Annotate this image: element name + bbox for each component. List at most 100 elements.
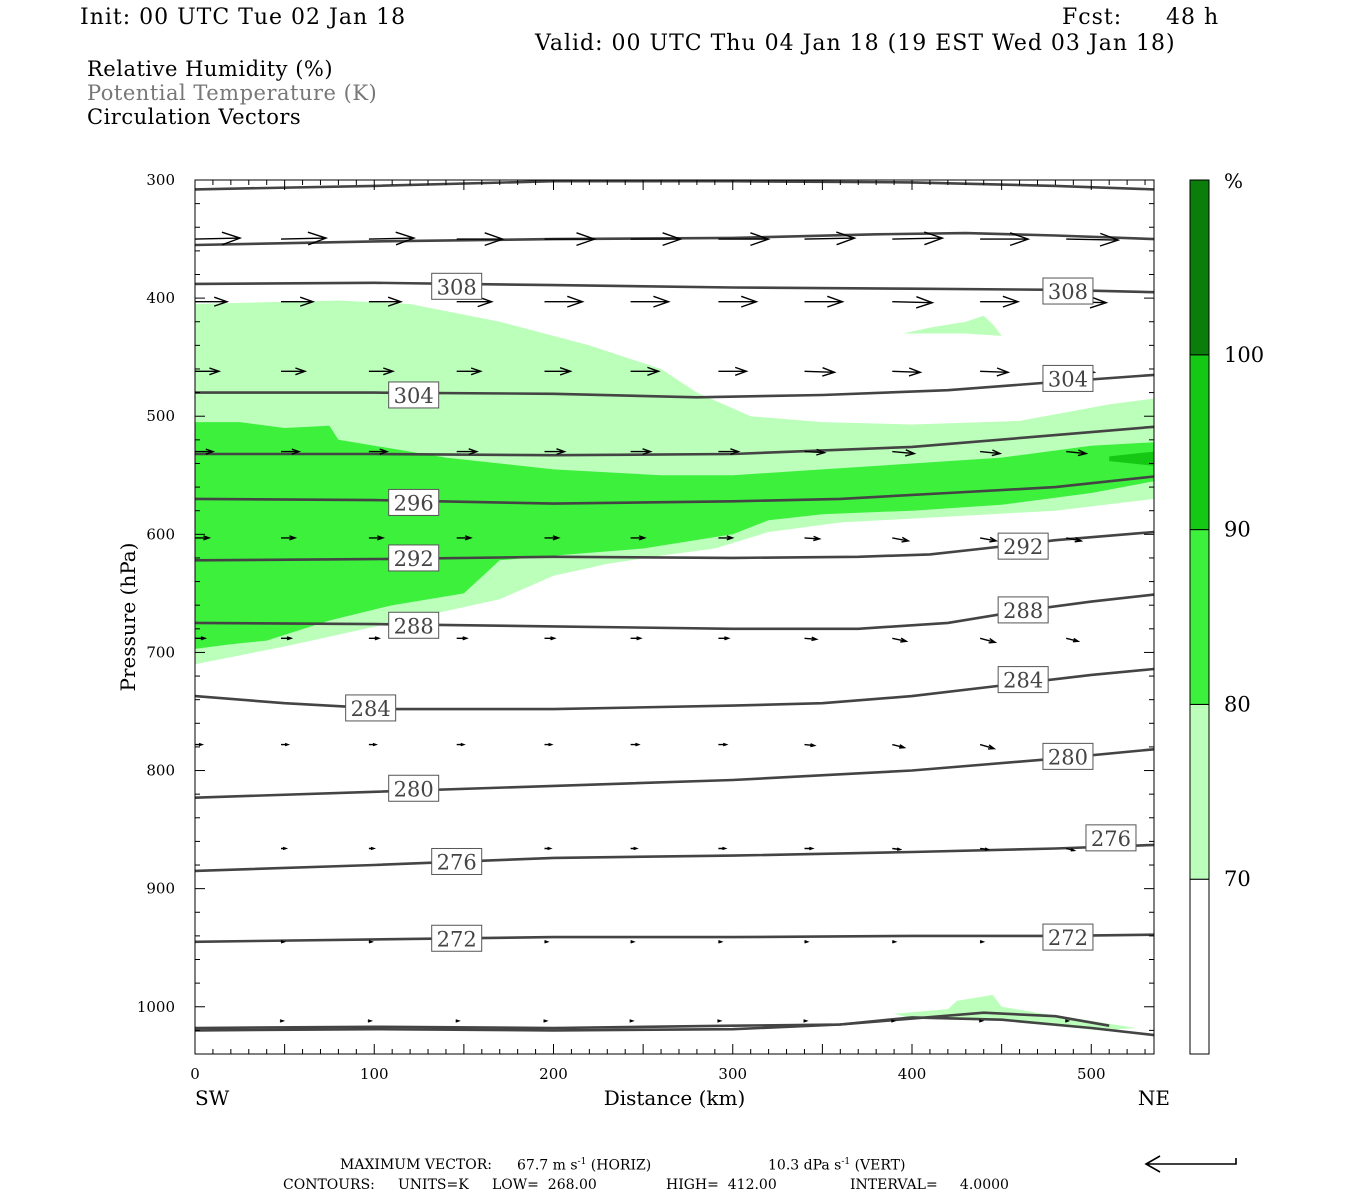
contour-label: 296 xyxy=(394,491,434,515)
circulation-vector xyxy=(630,742,641,747)
circulation-vector xyxy=(368,846,377,851)
max-vector-vertical: 10.3 dPa s-1 (VERT) xyxy=(768,1157,905,1174)
circulation-vector xyxy=(281,535,298,541)
y-tick-label: 300 xyxy=(146,171,175,189)
max-vector-label: MAXIMUM VECTOR: xyxy=(340,1157,492,1173)
reference-vector-arrow xyxy=(1144,1155,1237,1173)
circulation-vector xyxy=(543,1019,549,1023)
contour-label-box xyxy=(997,666,1049,694)
x-end-label-left: SW xyxy=(195,1086,230,1110)
x-tick-label: 400 xyxy=(898,1065,927,1083)
valid-time: Valid: 00 UTC Thu 04 Jan 18 (19 EST Wed … xyxy=(535,31,1176,56)
circulation-vector xyxy=(368,636,382,641)
contour-label-box xyxy=(1042,277,1094,305)
circulation-vector xyxy=(630,232,683,247)
circulation-vector xyxy=(804,940,810,944)
y-tick-label: 500 xyxy=(146,407,175,425)
isentrope-308 xyxy=(194,281,1155,294)
circulation-vector xyxy=(630,940,636,944)
x-axis-title: Distance (km) xyxy=(604,1086,746,1110)
circulation-vector xyxy=(281,448,302,455)
contour-label-box xyxy=(431,847,483,875)
circulation-vector xyxy=(281,296,316,307)
colorbar-label: 100 xyxy=(1224,343,1264,367)
circulation-vector xyxy=(980,295,1021,308)
rh-region-80-90 xyxy=(195,422,1154,649)
circulation-vector xyxy=(544,535,561,541)
colorbar: 70 80 90 100 xyxy=(1189,179,1264,1055)
colorbar-label: 90 xyxy=(1224,518,1251,542)
circulation-vector xyxy=(456,296,494,308)
circulation-vector xyxy=(718,232,771,247)
colorbar-segment xyxy=(1189,703,1210,880)
circulation-vector xyxy=(892,449,917,457)
circulation-vector xyxy=(368,367,396,376)
init-time: Init: 00 UTC Tue 02 Jan 18 xyxy=(80,5,407,30)
x-tick-label: 200 xyxy=(539,1065,568,1083)
x-tick-label: 0 xyxy=(190,1065,200,1083)
contour-label: 308 xyxy=(1048,280,1088,304)
contour-label: 276 xyxy=(437,850,477,874)
forecast-hours: 48 h xyxy=(1166,5,1220,30)
circulation-vector xyxy=(1066,232,1121,247)
circulation-vector xyxy=(804,636,819,642)
circulation-vector xyxy=(195,448,216,455)
circulation-vector xyxy=(630,846,639,851)
contour-label-box xyxy=(388,544,440,572)
contour-label-box xyxy=(997,596,1049,624)
contour-label-layer: 308 308 304 304 296 292 292 288 288 284 284 280 280 2… xyxy=(345,272,1137,952)
y-tick-label: 600 xyxy=(146,525,175,543)
circulation-vector xyxy=(456,636,469,641)
circulation-vector xyxy=(979,743,997,750)
circulation-vector xyxy=(629,1019,635,1023)
circulation-vector xyxy=(804,535,822,542)
contour-label-box xyxy=(431,924,483,952)
isentrope-276 xyxy=(194,843,1155,873)
circulation-vector xyxy=(891,1019,897,1023)
circulation-vector xyxy=(281,846,289,851)
circulation-vector xyxy=(892,743,907,749)
isentrope-280 xyxy=(194,748,1155,799)
y-axis-title: Pressure (hPa) xyxy=(116,543,140,692)
circulation-vector xyxy=(978,1019,985,1023)
circulation-vector xyxy=(544,636,557,641)
circulation-vector xyxy=(718,295,759,308)
contour-label: 280 xyxy=(1048,745,1088,769)
max-horiz-unit: (HORIZ) xyxy=(590,1157,652,1174)
circulation-vector xyxy=(804,231,857,246)
contour-label-box xyxy=(388,488,440,516)
contour-label: 280 xyxy=(394,777,434,801)
contour-label: 304 xyxy=(394,384,434,408)
circulation-vector xyxy=(804,846,815,851)
max-vector-horizontal: 67.7 m s-1 (HORIZ) xyxy=(517,1157,651,1174)
circulation-vector xyxy=(630,448,653,456)
rh-fill-layer xyxy=(195,300,1154,1031)
circulation-vector xyxy=(892,536,911,543)
circulation-vector xyxy=(804,367,837,377)
circulation-vector xyxy=(280,940,287,944)
circulation-vector xyxy=(630,295,671,308)
circulation-vector xyxy=(368,448,389,455)
colorbar-segment xyxy=(1189,179,1210,356)
circulation-vector xyxy=(892,847,903,851)
max-horiz-exponent: -1 xyxy=(577,1157,587,1167)
contour-label-box xyxy=(997,532,1049,560)
circulation-vector xyxy=(892,367,923,377)
circulation-vector xyxy=(456,535,473,541)
rh-region-90-100 xyxy=(1109,451,1154,466)
colorbar-segment xyxy=(1189,529,1210,705)
circulation-vector xyxy=(718,535,735,541)
circulation-vector xyxy=(630,535,647,541)
circulation-vector xyxy=(544,940,550,944)
circulation-vector xyxy=(718,742,729,747)
circulation-vector xyxy=(979,536,999,543)
circulation-vector xyxy=(892,940,898,944)
circulation-vector xyxy=(281,367,308,376)
contours-label: CONTOURS: xyxy=(283,1177,375,1193)
contour-label-box xyxy=(388,611,440,639)
circulation-vector xyxy=(544,295,585,308)
circulation-vector xyxy=(980,847,991,851)
circulation-vector xyxy=(804,448,827,456)
contour-label: 304 xyxy=(1048,367,1088,391)
contour-label: 276 xyxy=(1091,827,1131,851)
